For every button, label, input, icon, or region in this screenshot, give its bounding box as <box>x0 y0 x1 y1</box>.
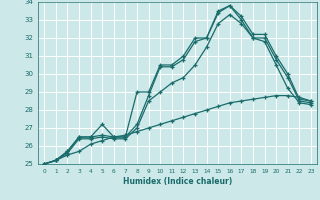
X-axis label: Humidex (Indice chaleur): Humidex (Indice chaleur) <box>123 177 232 186</box>
